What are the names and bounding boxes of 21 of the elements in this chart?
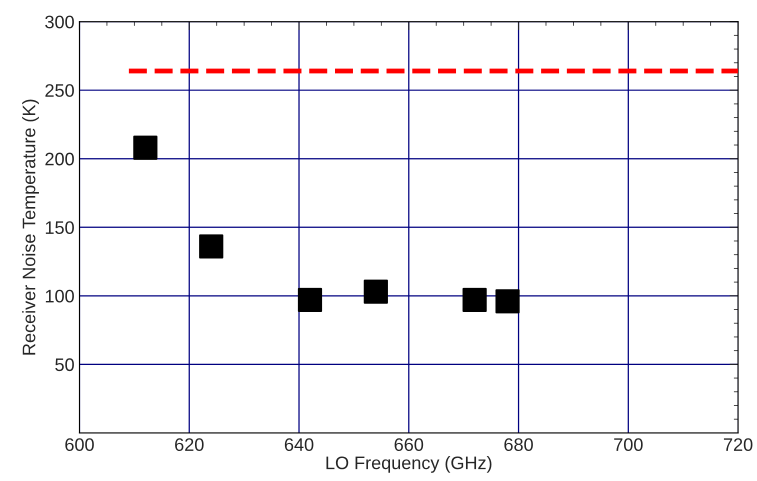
y-axis-title: Receiver Noise Temperature (K): [22, 100, 39, 355]
x-tick-label: 660: [394, 438, 424, 452]
x-axis-title: LO Frequency (GHz): [326, 456, 492, 473]
x-tick-label: 680: [504, 438, 533, 452]
point: [364, 280, 388, 304]
y-tick-label: 300: [45, 16, 74, 28]
point: [298, 288, 322, 312]
x-tick-label: 720: [724, 438, 752, 452]
x-tick-label: 700: [614, 438, 643, 452]
y-tick-label: 200: [45, 152, 74, 166]
point: [495, 289, 520, 314]
y-tick-label: 250: [45, 84, 74, 97]
point: [462, 288, 487, 312]
x-tick-label: 600: [65, 438, 94, 452]
x-tick-label: 620: [175, 438, 204, 452]
y-tick-label: 150: [46, 221, 74, 234]
y-tick-label: 50: [55, 358, 74, 372]
point: [133, 136, 158, 160]
point: [199, 234, 224, 259]
y-tick-label: 100: [46, 290, 74, 303]
x-tick-label: 640: [284, 438, 314, 452]
